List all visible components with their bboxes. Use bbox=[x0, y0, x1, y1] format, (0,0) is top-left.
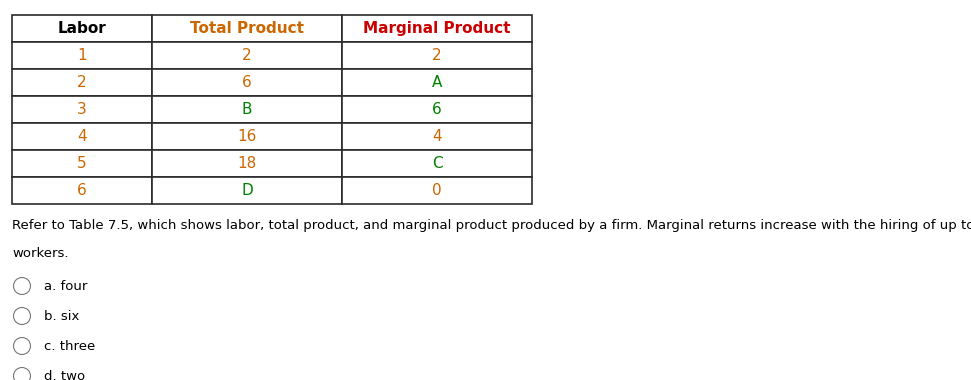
Bar bbox=[342, 15, 532, 42]
Text: 18: 18 bbox=[237, 156, 256, 171]
Text: 3: 3 bbox=[77, 102, 86, 117]
Text: 0: 0 bbox=[432, 183, 442, 198]
Text: Marginal Product: Marginal Product bbox=[363, 21, 511, 36]
Bar bbox=[152, 69, 342, 96]
Bar bbox=[152, 123, 342, 150]
Bar bbox=[12, 42, 152, 69]
Text: d. two: d. two bbox=[44, 369, 85, 380]
Text: 4: 4 bbox=[432, 129, 442, 144]
Text: 5: 5 bbox=[77, 156, 86, 171]
Bar bbox=[342, 177, 532, 204]
Bar bbox=[342, 42, 532, 69]
Text: 6: 6 bbox=[242, 75, 251, 90]
Bar bbox=[342, 96, 532, 123]
Text: 1: 1 bbox=[77, 48, 86, 63]
Bar bbox=[152, 15, 342, 42]
Text: workers.: workers. bbox=[12, 247, 69, 260]
Bar bbox=[152, 150, 342, 177]
Text: C: C bbox=[432, 156, 443, 171]
Text: A: A bbox=[432, 75, 442, 90]
Text: 2: 2 bbox=[77, 75, 86, 90]
Bar bbox=[12, 15, 152, 42]
Bar bbox=[152, 42, 342, 69]
Text: B: B bbox=[242, 102, 252, 117]
Text: 2: 2 bbox=[432, 48, 442, 63]
Text: D: D bbox=[241, 183, 252, 198]
Bar bbox=[12, 123, 152, 150]
Text: 6: 6 bbox=[77, 183, 86, 198]
Bar bbox=[152, 96, 342, 123]
Bar bbox=[12, 177, 152, 204]
Bar bbox=[342, 69, 532, 96]
Text: c. three: c. three bbox=[44, 339, 95, 353]
Bar bbox=[12, 150, 152, 177]
Text: b. six: b. six bbox=[44, 309, 80, 323]
Text: 2: 2 bbox=[242, 48, 251, 63]
Text: 4: 4 bbox=[77, 129, 86, 144]
Bar bbox=[12, 96, 152, 123]
Bar bbox=[342, 150, 532, 177]
Bar bbox=[342, 123, 532, 150]
Text: 6: 6 bbox=[432, 102, 442, 117]
Text: a. four: a. four bbox=[44, 280, 87, 293]
Text: Total Product: Total Product bbox=[190, 21, 304, 36]
Bar bbox=[152, 177, 342, 204]
Text: Refer to Table 7.5, which shows labor, total product, and marginal product produ: Refer to Table 7.5, which shows labor, t… bbox=[12, 219, 971, 232]
Text: 16: 16 bbox=[237, 129, 256, 144]
Text: Labor: Labor bbox=[57, 21, 107, 36]
Bar bbox=[12, 69, 152, 96]
